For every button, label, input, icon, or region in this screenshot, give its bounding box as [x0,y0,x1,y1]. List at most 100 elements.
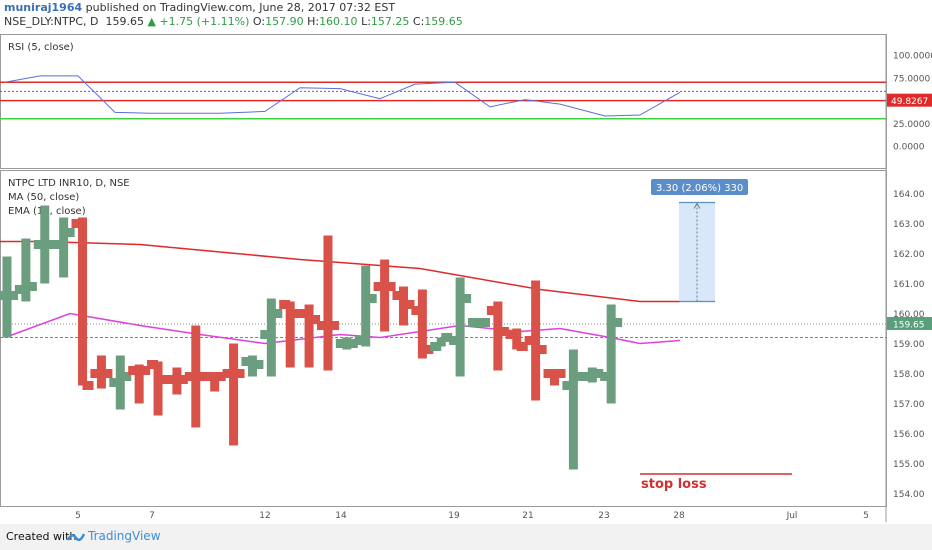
price-tick-label: 157.00 [893,400,925,410]
time-tick-label: 7 [149,511,155,521]
ohlc-bar-open [298,309,310,318]
price-tick-label: 160.00 [893,310,925,320]
ohlc-bar-close [365,294,377,303]
ohlc-bar-range [380,259,390,332]
close-value: 159.65 [424,15,463,28]
ohlc-bar-close [25,282,37,291]
ohlc-bar-range [285,301,295,368]
price-tick-label: 163.00 [893,220,925,230]
ohlc-bar-close [120,372,132,381]
price-tick-label: 158.00 [893,370,925,380]
ohlc-bar-close [101,369,113,378]
ohlc-bar-open [524,336,536,345]
ma-50-line [0,240,680,303]
ohlc-bar-close [479,318,490,327]
symbol-info: NSE_DLY:NTPC, D 159.65 ▲ +1.75 (+1.11%) … [4,15,463,29]
high-label: H: [307,15,320,28]
ohlc-bar-open [581,372,593,381]
ohlc-bar-open [468,318,479,327]
time-tick-label: 14 [335,511,347,521]
ohlc-bar-close [176,375,188,384]
ohlc-bar-range [153,361,163,416]
time-tick-label: 28 [673,511,685,521]
ohlc-bar-open [411,306,423,315]
ohlc-bar-range [568,349,578,470]
low-label: L: [361,15,371,28]
ohlc-bar-close [195,372,207,381]
last-price-tag [887,317,932,330]
time-tick-label: 5 [863,511,869,521]
ohlc-bar-range [210,373,220,392]
ohlc-bar-close [611,318,623,327]
ohlc-bar-open [449,336,461,345]
ohlc-bar-open [279,300,291,309]
ohlc-bar-open [0,291,7,300]
ohlc-bar-range [606,304,616,404]
ohlc-bar-close [271,309,283,318]
ohlc-bar-close [7,291,18,300]
rsi-tick-label: 100.0000 [893,52,932,62]
tradingview-logo-icon [66,533,86,542]
ohlc-bar-open [165,375,177,384]
ohlc-bar-range [21,238,31,302]
price-tick-label: 155.00 [893,460,925,470]
ohlc-bar-open [203,372,215,381]
ohlc-bar-close [441,333,453,342]
ohlc-bar-open [543,369,555,378]
ohlc-bar-range [78,217,88,386]
ohlc-bar-open [316,321,328,330]
ohlc-bar-open [71,219,83,228]
ohlc-bar-close [214,372,226,381]
ohlc-bar-close [422,345,434,354]
ohlc-bar-close [309,315,321,324]
price-tick-label: 164.00 [893,190,925,200]
ohlc-bar-close [252,360,264,369]
chart-canvas[interactable]: RSI (5, close) 100.0000 75.0000 5 0.0000 25.0… [0,0,932,524]
ohlc-bar-close [535,345,547,354]
ohlc-bar-open [241,357,253,366]
ohlc-bar-open [354,336,366,345]
ohlc-bar-range [323,235,333,371]
ohlc-bar-close [592,369,604,378]
ohlc-bar-open [335,339,347,348]
time-tick-label: 23 [598,511,609,521]
ohlc-bar-range [417,289,427,359]
publish-info: muniraj1964 published on TradingView.com… [4,1,395,15]
ohlc-bar-open [109,378,121,387]
price-tick-label: 162.00 [893,250,925,260]
ohlc-bar-close [403,300,415,309]
ohlc-bar-open [392,291,404,300]
ohlc-bar-close [63,228,75,237]
stop-loss-label: stop loss [641,477,707,492]
ohlc-bar-open [147,360,159,369]
price-tick-label: 161.00 [893,280,925,290]
ohlc-bar-open [505,330,517,339]
price-tick-label: 156.00 [893,430,925,440]
last-price: 159.65 [105,15,145,28]
rsi-tick-label: 75.0000 [893,74,930,84]
ohlc-bar-close [139,366,151,375]
ohlc-bar-open [52,240,64,249]
ohlc-bar-open [373,282,385,291]
author-link[interactable]: muniraj1964 [4,1,83,14]
ohlc-bar-open [90,369,102,378]
ohlc-bar-close [233,369,245,378]
ohlc-bar-close [554,369,566,378]
rsi-title: RSI (5, close) [8,42,74,53]
ohlc-bar-open [14,285,26,294]
ohlc-bar-close [82,381,94,390]
ohlc-bar-close [497,327,509,336]
ohlc-bar-open [33,240,45,249]
tradingview-brand[interactable]: TradingView [88,529,161,543]
time-tick-label: 12 [259,511,270,521]
ohlc-bar-range [134,364,144,404]
ohlc-bar-close [384,282,396,291]
rsi-pane-frame [0,34,887,169]
low-value: 157.25 [370,15,410,28]
price-title: NTPC LTD INR10, D, NSE [8,178,130,189]
rsi-value-tag-label: 49.8267 [891,97,928,107]
ohlc-bar-close [44,240,56,249]
price-tick-label: 159.00 [893,340,925,350]
measure-label: 3.30 (2.06%) 330 [656,183,743,194]
ma-legend: MA (50, close) [8,192,79,203]
